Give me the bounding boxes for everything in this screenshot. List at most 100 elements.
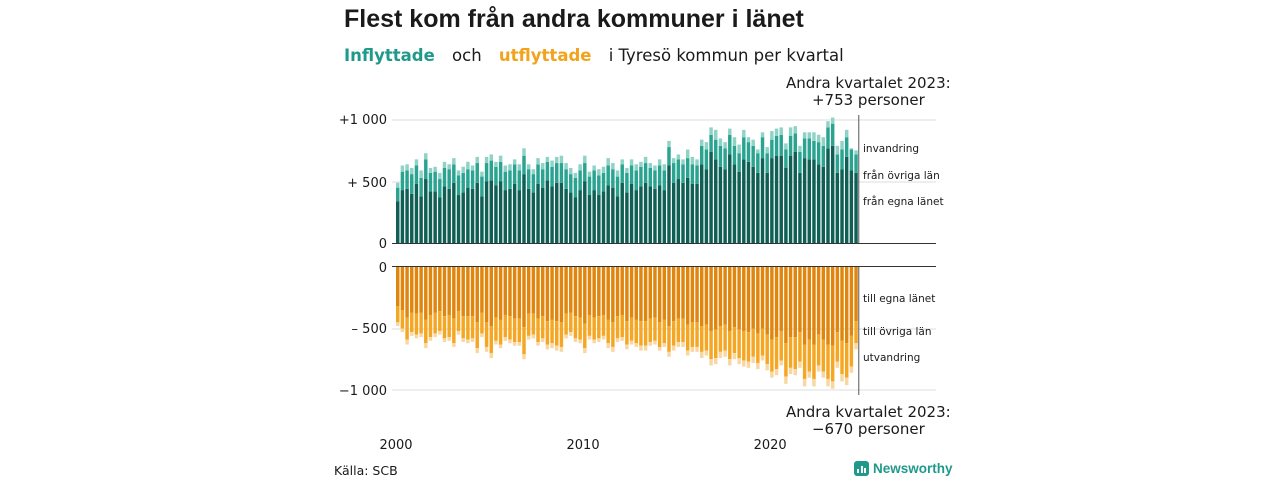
- bar-in-ovriga-lan: [840, 149, 844, 170]
- bar-in-egna-lanet: [751, 166, 755, 243]
- bar-in-invandring: [592, 165, 596, 171]
- bar-ut-utvandring: [606, 343, 610, 349]
- bar-ut-ovriga-lan: [816, 334, 821, 366]
- bar-ut-egna-lanet: [746, 267, 751, 333]
- bar-ut-ovriga-lan: [410, 312, 414, 333]
- bar-in-ovriga-lan: [826, 127, 830, 149]
- series-label-bottom-1: till övriga län: [863, 326, 932, 338]
- bar-ut-utvandring: [756, 362, 760, 370]
- bar-ut-ovriga-lan: [854, 321, 858, 344]
- bar-ut-egna-lanet: [433, 267, 437, 313]
- bar-in-invandring: [835, 145, 840, 155]
- bar-in-ovriga-lan: [770, 139, 774, 159]
- bar-in-invandring: [611, 163, 615, 170]
- brand-name: Newsworthy: [873, 461, 953, 476]
- bar-ut-utvandring: [840, 374, 844, 382]
- bar-ut-egna-lanet: [522, 267, 526, 328]
- bar-ut-utvandring: [746, 361, 751, 368]
- bar-ut-egna-lanet: [494, 267, 498, 318]
- bar-in-ovriga-lan: [578, 170, 582, 191]
- bar-ut-ovriga-lan: [728, 330, 732, 360]
- bar-in-ovriga-lan: [662, 170, 667, 191]
- series-label-bottom-0: till egna länet: [863, 293, 935, 305]
- bar-in-ovriga-lan: [821, 145, 826, 167]
- bar-ut-egna-lanet: [526, 267, 531, 314]
- bar-ut-utvandring: [737, 358, 741, 365]
- bar-ut-ovriga-lan: [634, 319, 638, 344]
- bar-in-ovriga-lan: [512, 164, 517, 184]
- bar-ut-ovriga-lan: [840, 340, 844, 375]
- bar-ut-utvandring: [480, 333, 484, 338]
- bar-ut-egna-lanet: [428, 267, 433, 315]
- bar-ut-egna-lanet: [671, 267, 676, 322]
- bar-ut-utvandring: [798, 361, 802, 368]
- bar-in-ovriga-lan: [784, 149, 788, 168]
- bar-ut-utvandring: [714, 358, 718, 365]
- bar-in-ovriga-lan: [410, 174, 414, 194]
- series-label-top-0: invandring: [863, 143, 919, 155]
- brand-logo: Newsworthy: [854, 461, 953, 476]
- bar-ut-ovriga-lan: [489, 326, 493, 354]
- bar-ut-utvandring: [704, 350, 709, 356]
- bar-ut-ovriga-lan: [788, 337, 793, 368]
- bar-ut-ovriga-lan: [737, 329, 741, 359]
- bar-ut-ovriga-lan: [433, 312, 437, 334]
- bar-ut-utvandring: [569, 332, 573, 336]
- bar-ut-utvandring: [671, 345, 676, 351]
- bar-ut-ovriga-lan: [667, 326, 671, 352]
- bar-ut-egna-lanet: [751, 267, 755, 329]
- bar-in-invandring: [676, 154, 681, 160]
- bar-in-egna-lanet: [540, 187, 545, 243]
- bar-ut-egna-lanet: [601, 267, 606, 315]
- bar-ut-ovriga-lan: [770, 339, 774, 372]
- bar-in-ovriga-lan: [597, 175, 601, 196]
- bar-in-ovriga-lan: [756, 153, 760, 173]
- bar-ut-ovriga-lan: [536, 318, 540, 343]
- bar-in-invandring: [512, 159, 517, 165]
- x-tick-label-2000: 2000: [379, 438, 412, 453]
- bar-in-ovriga-lan: [723, 148, 727, 170]
- bar-ut-egna-lanet: [676, 267, 681, 319]
- bar-in-ovriga-lan: [844, 137, 849, 157]
- bar-ut-egna-lanet: [653, 267, 657, 318]
- bar-in-ovriga-lan: [498, 161, 503, 182]
- bar-in-invandring: [400, 165, 405, 172]
- bar-ut-egna-lanet: [456, 267, 461, 312]
- bar-ut-egna-lanet: [480, 267, 484, 313]
- bar-in-egna-lanet: [526, 188, 531, 243]
- bar-in-ovriga-lan: [475, 163, 479, 183]
- bar-ut-utvandring: [508, 339, 512, 344]
- bar-in-ovriga-lan: [788, 135, 793, 156]
- bar-in-invandring: [615, 170, 620, 177]
- bar-ut-ovriga-lan: [620, 314, 624, 338]
- bar-in-egna-lanet: [597, 195, 601, 243]
- bar-ut-utvandring: [770, 371, 774, 378]
- bar-in-invandring: [760, 132, 765, 138]
- bar-ut-ovriga-lan: [512, 318, 517, 343]
- bar-ut-utvandring: [494, 340, 498, 345]
- bar-in-egna-lanet: [728, 154, 732, 243]
- bar-ut-utvandring: [723, 350, 727, 357]
- bar-in-egna-lanet: [812, 159, 816, 243]
- y-tick-label-top-1000: +1 000: [339, 113, 387, 128]
- bar-ut-ovriga-lan: [601, 314, 606, 336]
- bar-in-ovriga-lan: [657, 165, 662, 186]
- bar-in-egna-lanet: [475, 182, 479, 243]
- bar-in-invandring: [503, 165, 508, 172]
- bar-in-invandring: [540, 163, 545, 170]
- bar-in-invandring: [714, 129, 718, 140]
- bar-ut-ovriga-lan: [545, 321, 550, 345]
- bar-in-egna-lanet: [625, 192, 629, 243]
- bar-in-invandring: [522, 148, 526, 156]
- bar-ut-egna-lanet: [569, 267, 573, 313]
- bar-ut-ovriga-lan: [396, 306, 400, 323]
- bar-ut-utvandring: [812, 378, 816, 387]
- bar-ut-ovriga-lan: [826, 344, 830, 379]
- bar-ut-egna-lanet: [405, 267, 409, 318]
- bar-ut-ovriga-lan: [475, 322, 479, 349]
- bar-chart-icon: [854, 461, 869, 476]
- bar-ut-utvandring: [531, 334, 536, 339]
- bar-in-egna-lanet: [424, 179, 428, 243]
- bar-ut-egna-lanet: [555, 267, 559, 322]
- bar-ut-utvandring: [793, 369, 797, 376]
